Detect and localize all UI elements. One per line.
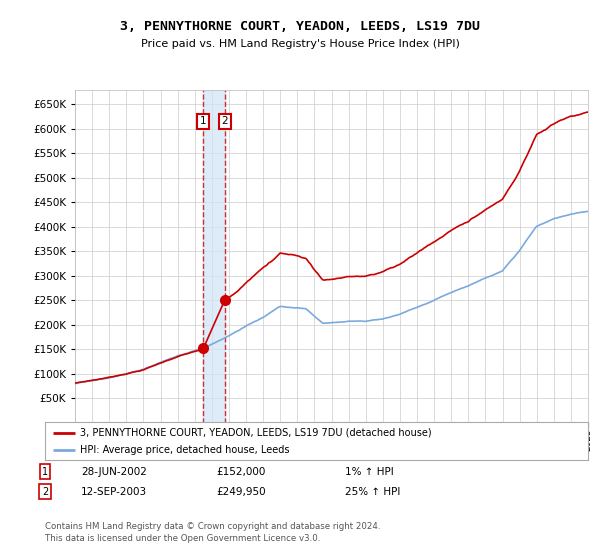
- Text: 1: 1: [200, 116, 206, 127]
- Text: 28-JUN-2002: 28-JUN-2002: [81, 466, 147, 477]
- Text: 12-SEP-2003: 12-SEP-2003: [81, 487, 147, 497]
- Text: £152,000: £152,000: [216, 466, 265, 477]
- Text: £249,950: £249,950: [216, 487, 266, 497]
- Text: 2: 2: [42, 487, 48, 497]
- Bar: [203, 90, 224, 423]
- Text: 1% ↑ HPI: 1% ↑ HPI: [345, 466, 394, 477]
- Text: 3, PENNYTHORNE COURT, YEADON, LEEDS, LS19 7DU: 3, PENNYTHORNE COURT, YEADON, LEEDS, LS1…: [120, 20, 480, 32]
- Text: 2: 2: [221, 116, 228, 127]
- Text: Price paid vs. HM Land Registry's House Price Index (HPI): Price paid vs. HM Land Registry's House …: [140, 39, 460, 49]
- Text: 1: 1: [42, 466, 48, 477]
- Text: 3, PENNYTHORNE COURT, YEADON, LEEDS, LS19 7DU (detached house): 3, PENNYTHORNE COURT, YEADON, LEEDS, LS1…: [80, 427, 432, 437]
- Text: HPI: Average price, detached house, Leeds: HPI: Average price, detached house, Leed…: [80, 445, 290, 455]
- Text: Contains HM Land Registry data © Crown copyright and database right 2024.
This d: Contains HM Land Registry data © Crown c…: [45, 522, 380, 543]
- Text: 25% ↑ HPI: 25% ↑ HPI: [345, 487, 400, 497]
